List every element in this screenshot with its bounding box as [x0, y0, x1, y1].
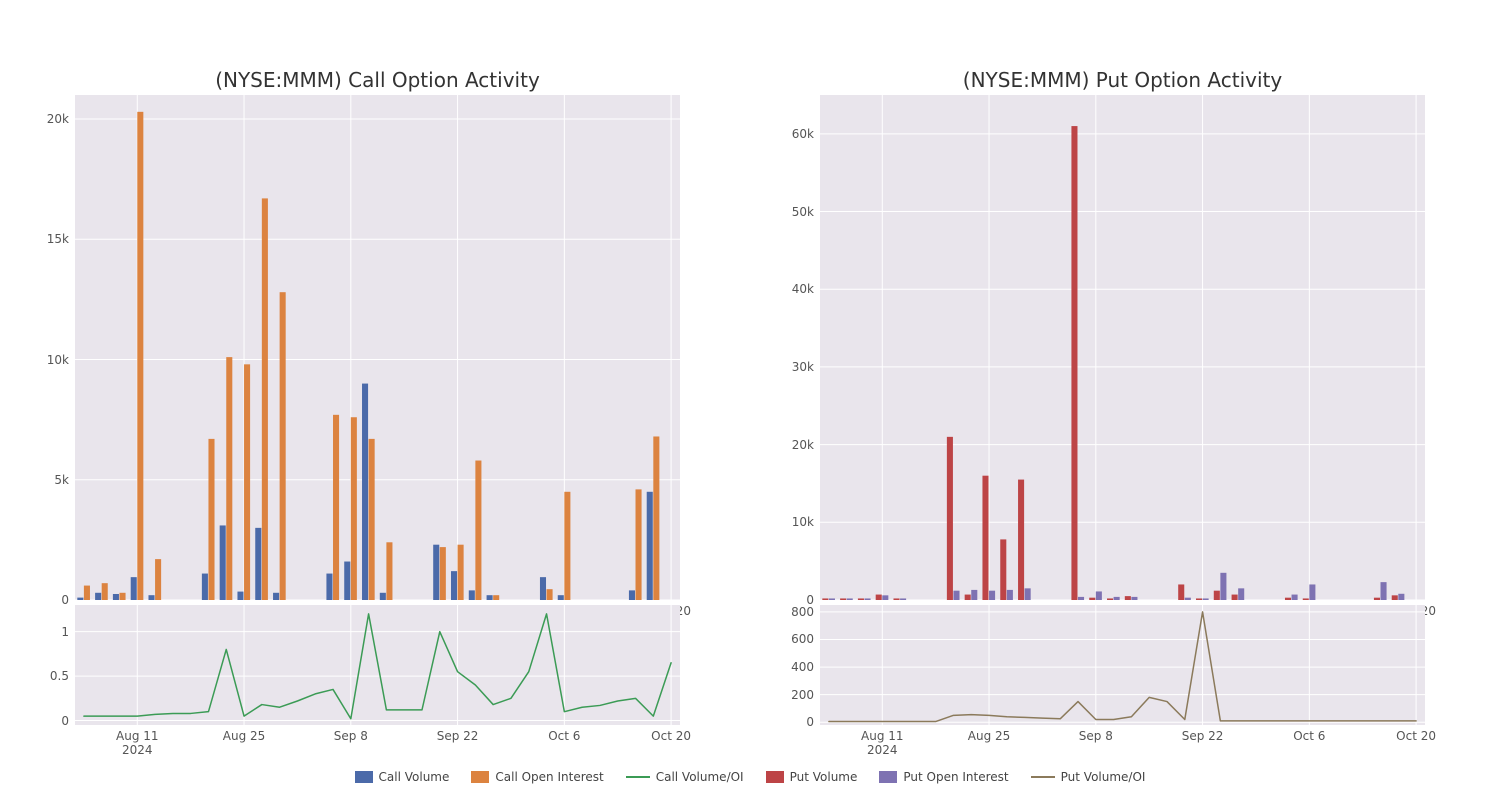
ytick-label: 10k	[792, 515, 820, 529]
xtick-label: Sep 8	[334, 725, 368, 743]
right-ratio-axes: 0200400600800Aug 112024Aug 25Sep 8Sep 22…	[820, 605, 1425, 725]
ytick-label: 30k	[792, 360, 820, 374]
ytick-label: 40k	[792, 282, 820, 296]
ytick-label: 0.5	[50, 669, 75, 683]
legend-swatch	[879, 771, 897, 783]
ytick-label: 0	[806, 715, 820, 729]
xtick-label: Oct 6	[1293, 725, 1325, 743]
legend-swatch	[1031, 776, 1055, 778]
legend-label: Put Open Interest	[903, 770, 1008, 784]
right-bar-axes: 010k20k30k40k50k60kAug 11Aug 25Sep 8Sep …	[820, 95, 1425, 600]
ytick-label: 400	[791, 660, 820, 674]
legend-item: Put Volume	[766, 770, 858, 784]
xtick-label: Oct 6	[548, 725, 580, 743]
ytick-label: 200	[791, 688, 820, 702]
xtick-label: Aug 25	[223, 725, 266, 743]
ytick-label: 15k	[47, 232, 75, 246]
ytick-label: 600	[791, 632, 820, 646]
legend-label: Call Open Interest	[495, 770, 603, 784]
ytick-label: 60k	[792, 127, 820, 141]
legend-label: Call Volume	[379, 770, 450, 784]
ytick-label: 0	[61, 593, 75, 607]
legend-swatch	[626, 776, 650, 778]
legend-label: Call Volume/OI	[656, 770, 744, 784]
xtick-label: Sep 22	[1182, 725, 1224, 743]
legend-swatch	[355, 771, 373, 783]
xtick-label: Sep 8	[1079, 725, 1113, 743]
ytick-label: 10k	[47, 353, 75, 367]
ytick-label: 800	[791, 605, 820, 619]
left-ratio-axes: 00.51Aug 112024Aug 25Sep 8Sep 22Oct 6Oct…	[75, 605, 680, 725]
xtick-label: Sep 22	[437, 725, 479, 743]
legend-item: Call Volume/OI	[626, 770, 744, 784]
xtick-label: Aug 112024	[116, 725, 159, 758]
legend-label: Put Volume	[790, 770, 858, 784]
legend-item: Put Open Interest	[879, 770, 1008, 784]
xtick-label: Aug 25	[968, 725, 1011, 743]
xtick-label: Oct 20	[1396, 725, 1436, 743]
ytick-label: 5k	[54, 473, 75, 487]
ytick-label: 20k	[792, 438, 820, 452]
legend-swatch	[766, 771, 784, 783]
legend-label: Put Volume/OI	[1061, 770, 1146, 784]
legend-item: Put Volume/OI	[1031, 770, 1146, 784]
ytick-label: 20k	[47, 112, 75, 126]
xtick-label: Aug 112024	[861, 725, 904, 758]
legend-item: Call Open Interest	[471, 770, 603, 784]
legend: Call Volume Call Open Interest Call Volume…	[0, 770, 1500, 784]
legend-item: Call Volume	[355, 770, 450, 784]
ytick-label: 50k	[792, 205, 820, 219]
left-bar-axes: 05k10k15k20kAug 11Aug 25Sep 8Sep 22Oct 6…	[75, 95, 680, 600]
right-panel-title: (NYSE:MMM) Put Option Activity	[820, 68, 1425, 92]
legend-swatch	[471, 771, 489, 783]
xtick-label: Oct 20	[651, 725, 691, 743]
left-panel-title: (NYSE:MMM) Call Option Activity	[75, 68, 680, 92]
figure: (NYSE:MMM) Call Option Activity (NYSE:MM…	[0, 0, 1500, 800]
ytick-label: 1	[61, 625, 75, 639]
ytick-label: 0	[61, 714, 75, 728]
